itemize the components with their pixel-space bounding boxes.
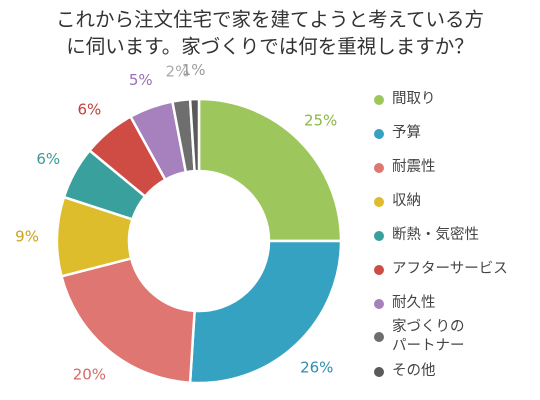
legend-marker <box>374 163 384 173</box>
legend-label: 家づくりの パートナー <box>392 318 465 356</box>
data-label-madori: 25% <box>304 111 337 129</box>
legend-label-line-2: パートナー <box>392 338 465 354</box>
data-label-dannetsu: 6% <box>36 150 60 168</box>
legend-label: アフターサービス <box>392 261 508 277</box>
legend-label-line-1: 家づくりの <box>392 319 465 335</box>
data-label-shuno: 9% <box>15 228 39 246</box>
data-label-after-service: 6% <box>77 100 101 118</box>
legend-marker <box>374 265 384 275</box>
data-label-taikyusei: 5% <box>129 71 153 89</box>
legend-label: 予算 <box>392 125 421 141</box>
legend-marker <box>374 332 384 342</box>
legend-marker <box>374 367 384 377</box>
slice-yosan <box>188 239 343 385</box>
legend-marker <box>374 197 384 207</box>
data-label-other: 1% <box>182 61 206 79</box>
legend-marker <box>374 95 384 105</box>
legend-label: 間取り <box>392 91 436 107</box>
legend-marker <box>374 231 384 241</box>
legend-marker <box>374 129 384 139</box>
slice-taishinsei <box>59 256 196 385</box>
chart-title-line-2: に伺います。家づくりでは何を重視しますか？ <box>66 35 474 58</box>
data-label-yosan: 26% <box>300 358 333 376</box>
legend-label: 断熱・気密性 <box>392 227 479 243</box>
legend-label: 耐震性 <box>392 159 436 175</box>
legend-marker <box>374 299 384 309</box>
data-label-partner: 2% <box>166 62 190 80</box>
legend-label: 耐久性 <box>392 295 436 311</box>
chart-title-line-1: これから注文住宅で家を建てようと考えている方 <box>55 8 485 31</box>
slice-madori <box>197 97 343 243</box>
legend-label: その他 <box>392 363 436 379</box>
chart-title: これから注文住宅で家を建てようと考えている方 に伺います。家づくりでは何を重視し… <box>0 6 540 60</box>
legend-label: 収納 <box>392 193 421 209</box>
data-label-taishinsei: 20% <box>73 366 106 384</box>
slice-other <box>188 97 201 173</box>
